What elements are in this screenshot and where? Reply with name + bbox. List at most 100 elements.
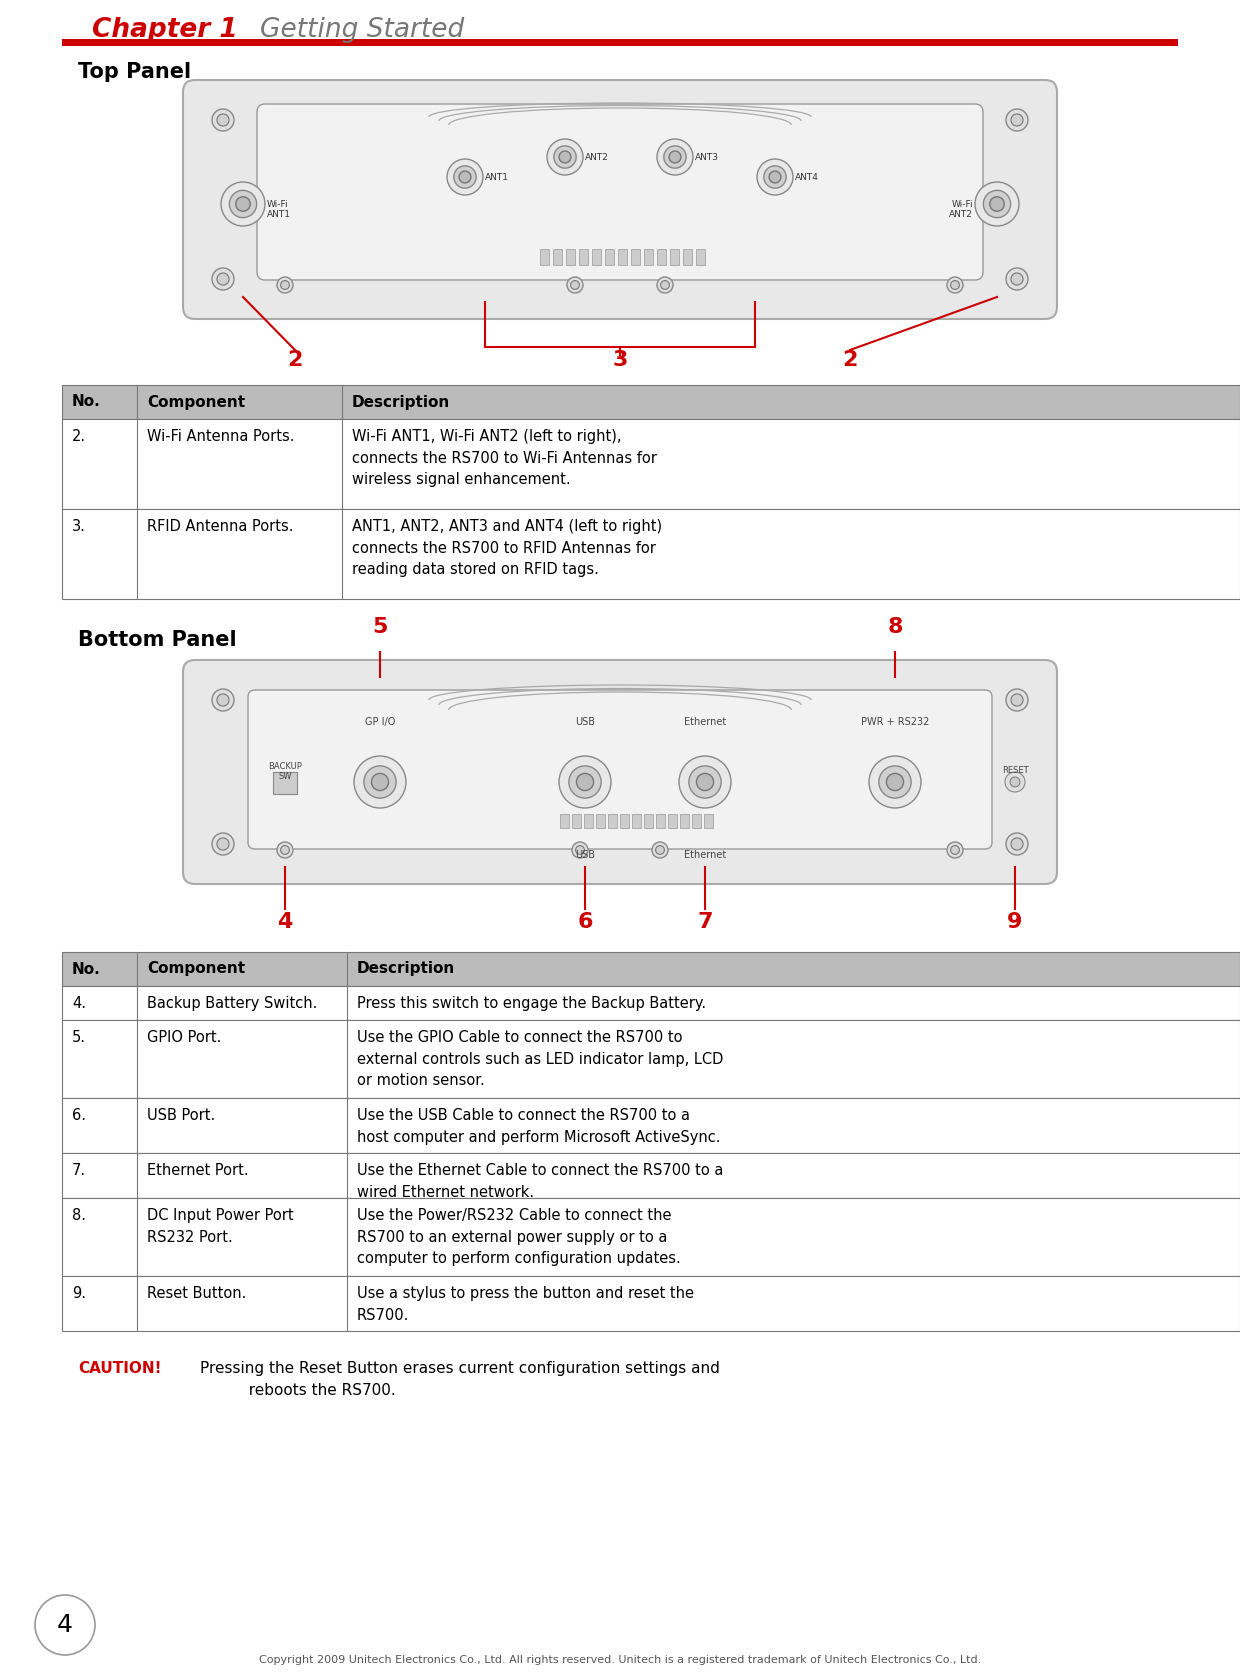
Circle shape — [353, 755, 405, 807]
Circle shape — [577, 774, 594, 791]
Bar — [553, 250, 562, 265]
Text: Description: Description — [357, 961, 455, 977]
Bar — [605, 250, 614, 265]
Bar — [608, 814, 618, 827]
Bar — [683, 250, 692, 265]
Circle shape — [212, 268, 234, 290]
Text: GP I/O: GP I/O — [365, 717, 396, 727]
Circle shape — [1006, 688, 1028, 710]
Circle shape — [280, 846, 289, 854]
Circle shape — [459, 171, 471, 183]
Bar — [631, 250, 640, 265]
FancyBboxPatch shape — [248, 690, 992, 849]
Bar — [596, 814, 605, 827]
Circle shape — [689, 765, 722, 797]
Circle shape — [670, 151, 681, 162]
Circle shape — [663, 146, 686, 168]
Circle shape — [1004, 772, 1025, 792]
Text: Getting Started: Getting Started — [260, 17, 464, 44]
Circle shape — [217, 273, 229, 285]
Text: Copyright 2009 Unitech Electronics Co., Ltd. All rights reserved. Unitech is a r: Copyright 2009 Unitech Electronics Co., … — [259, 1655, 981, 1665]
Text: USB: USB — [575, 849, 595, 859]
Bar — [62, 1020, 1240, 1099]
Circle shape — [680, 755, 732, 807]
Text: 3: 3 — [613, 350, 627, 370]
Circle shape — [947, 276, 963, 293]
Text: ANT1, ANT2, ANT3 and ANT4 (left to right)
connects the RS700 to RFID Antennas fo: ANT1, ANT2, ANT3 and ANT4 (left to right… — [352, 519, 662, 578]
Circle shape — [652, 843, 668, 858]
Circle shape — [547, 139, 583, 174]
Bar — [565, 250, 575, 265]
Circle shape — [951, 846, 960, 854]
Text: CAUTION!: CAUTION! — [78, 1362, 161, 1375]
Text: USB: USB — [575, 717, 595, 727]
Circle shape — [1011, 838, 1023, 849]
Text: ANT3: ANT3 — [694, 152, 719, 162]
Text: 3.: 3. — [72, 519, 86, 534]
Circle shape — [212, 832, 234, 854]
Circle shape — [554, 146, 577, 168]
Bar — [644, 250, 653, 265]
Circle shape — [1011, 114, 1023, 126]
Bar — [704, 814, 713, 827]
Bar — [62, 385, 1240, 419]
Circle shape — [229, 191, 257, 218]
Bar — [692, 814, 701, 827]
Circle shape — [764, 166, 786, 188]
Circle shape — [217, 838, 229, 849]
Bar — [670, 250, 680, 265]
Text: Use the Ethernet Cable to connect the RS700 to a
wired Ethernet network.: Use the Ethernet Cable to connect the RS… — [357, 1162, 723, 1199]
FancyBboxPatch shape — [257, 104, 983, 280]
Text: Description: Description — [352, 395, 450, 409]
Circle shape — [1011, 273, 1023, 285]
Text: DC Input Power Port
RS232 Port.: DC Input Power Port RS232 Port. — [148, 1208, 294, 1245]
Circle shape — [454, 166, 476, 188]
Bar — [273, 772, 298, 794]
Text: 7: 7 — [697, 911, 713, 931]
Circle shape — [569, 765, 601, 797]
Circle shape — [212, 109, 234, 131]
Text: Component: Component — [148, 395, 246, 409]
Circle shape — [575, 846, 584, 854]
Bar — [62, 1099, 1240, 1152]
Text: 5: 5 — [372, 616, 388, 636]
Bar — [696, 250, 706, 265]
Circle shape — [1011, 693, 1023, 707]
Circle shape — [951, 281, 960, 290]
Text: 9.: 9. — [72, 1286, 86, 1301]
Bar — [591, 250, 601, 265]
Text: ANT1: ANT1 — [485, 173, 508, 183]
Circle shape — [217, 114, 229, 126]
Text: Use the GPIO Cable to connect the RS700 to
external controls such as LED indicat: Use the GPIO Cable to connect the RS700 … — [357, 1030, 723, 1089]
Circle shape — [983, 191, 1011, 218]
Bar — [618, 250, 627, 265]
Circle shape — [869, 755, 921, 807]
Circle shape — [947, 843, 963, 858]
Circle shape — [879, 765, 911, 797]
Circle shape — [1006, 109, 1028, 131]
Text: Bottom Panel: Bottom Panel — [78, 630, 237, 650]
Circle shape — [280, 281, 289, 290]
Text: Use the Power/RS232 Cable to connect the
RS700 to an external power supply or to: Use the Power/RS232 Cable to connect the… — [357, 1208, 681, 1266]
Text: Ethernet: Ethernet — [684, 717, 727, 727]
Bar — [62, 39, 1178, 45]
Text: 6.: 6. — [72, 1107, 86, 1122]
Text: Component: Component — [148, 961, 246, 977]
Text: USB Port.: USB Port. — [148, 1107, 216, 1122]
Bar — [644, 814, 653, 827]
Text: No.: No. — [72, 395, 100, 409]
FancyBboxPatch shape — [184, 80, 1056, 318]
Circle shape — [975, 183, 1019, 226]
Text: RESET: RESET — [1002, 765, 1028, 776]
Bar — [584, 814, 593, 827]
Circle shape — [559, 755, 611, 807]
Text: Ethernet Port.: Ethernet Port. — [148, 1162, 249, 1178]
Bar — [657, 250, 666, 265]
Circle shape — [567, 276, 583, 293]
Bar — [62, 987, 1240, 1020]
Bar — [579, 250, 588, 265]
Text: Wi-Fi Antenna Ports.: Wi-Fi Antenna Ports. — [148, 429, 295, 444]
Circle shape — [221, 183, 265, 226]
Bar — [656, 814, 665, 827]
Text: Press this switch to engage the Backup Battery.: Press this switch to engage the Backup B… — [357, 997, 706, 1012]
